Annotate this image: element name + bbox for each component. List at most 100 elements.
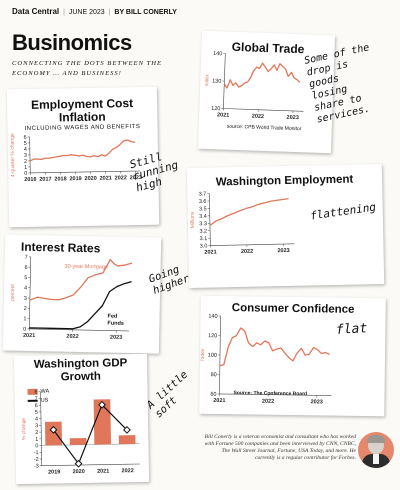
y-tick-label: 60 xyxy=(210,392,216,398)
series-line xyxy=(29,281,132,330)
page-title: Businomics xyxy=(12,30,132,55)
x-tick-label: 2018 xyxy=(54,176,66,182)
y-tick-label: 140 xyxy=(213,51,222,57)
y-tick-label: 3.2 xyxy=(199,229,207,235)
y-axis-label: % change xyxy=(21,418,27,441)
y-tick-label: 100 xyxy=(208,353,217,359)
x-tick-label: 2022 xyxy=(262,399,274,405)
x-tick-label: 2021 xyxy=(100,176,112,182)
x-tick-label: 2020 xyxy=(84,176,96,182)
y-tick-label: 0 xyxy=(23,327,26,333)
consumer-confidence-card: Consumer Confidence Source: The Conferen… xyxy=(199,295,386,417)
note-wa-gdp: A little soft xyxy=(144,368,191,421)
y-axis xyxy=(209,193,211,246)
data-point xyxy=(74,459,83,468)
brand-name: Data Central xyxy=(12,7,60,16)
y-tick-label: 0 xyxy=(35,443,38,449)
y-tick-label: 120 xyxy=(208,333,217,339)
x-tick-label: 2021 xyxy=(23,333,35,339)
y-tick-label: 120 xyxy=(211,106,220,112)
tagline: CONNECTING THE DOTS BETWEEN THE ECONOMY … xyxy=(12,60,163,77)
series-line xyxy=(209,197,289,227)
y-axis-label: Index xyxy=(204,74,210,87)
y-tick-label: 7 xyxy=(25,255,28,261)
y-axis-label: Millions xyxy=(190,211,196,228)
y-axis-label: 4-quarter % change xyxy=(10,133,17,177)
chart-plot: 120 130 140 Index 2021 2022 2023 xyxy=(204,51,304,121)
y-tick-label: 5 xyxy=(35,410,38,416)
y-axis xyxy=(40,391,43,466)
x-tick-label: 2019 xyxy=(48,469,60,475)
note-consumer-confidence: flat xyxy=(335,321,368,338)
chart-plot: 3.03.13.2 3.33.4 3.53.6 3.7 Millions 2021 2022… xyxy=(190,191,295,256)
x-tick-label: 2021 xyxy=(97,469,109,475)
x-tick-label: 2022 xyxy=(241,249,253,255)
y-tick-label: 6 xyxy=(24,135,27,141)
data-point xyxy=(98,400,106,409)
y-tick-label: 1 xyxy=(23,316,26,322)
x-tick-label: 2023 xyxy=(286,115,298,121)
y-tick-label: -3 xyxy=(34,464,39,470)
y-tick-label: -1 xyxy=(34,450,39,456)
avatar xyxy=(358,432,394,468)
y-tick-label: 3 xyxy=(35,423,38,429)
x-tick-label: 2023 xyxy=(311,399,323,405)
y-tick-label: 3 xyxy=(24,153,27,159)
y-tick-label: 130 xyxy=(212,78,221,84)
y-tick-label: 3.5 xyxy=(199,206,207,212)
y-tick-label: 1 xyxy=(35,437,38,443)
series-line xyxy=(29,139,136,162)
series-line xyxy=(219,327,330,367)
chart-plot: 60 80 100 120 140 Index 2021 2022 2023 xyxy=(200,314,332,405)
y-axis xyxy=(28,256,32,329)
x-tick-label: 2020 xyxy=(72,469,84,475)
y-tick-label: 1 xyxy=(24,165,27,171)
x-tick-label: 2022 xyxy=(115,175,127,181)
y-tick-label: 8 xyxy=(34,390,37,396)
x-tick-label: 2017 xyxy=(39,177,51,183)
series-line xyxy=(29,258,133,301)
chart-plot: 0 1 2 3 4 5 6 7 percent 2021 2022 2023 xyxy=(10,255,133,341)
x-axis xyxy=(210,243,295,246)
wa-gdp-card: Washington GDP Growth WA US -3 -2 -1 0 1 2 3 4 5… xyxy=(13,353,150,485)
y-tick-label: 3.4 xyxy=(199,214,207,220)
x-axis xyxy=(41,463,140,466)
issue-date: JUNE 2023 xyxy=(68,9,105,16)
x-tick-label: 2016 xyxy=(24,177,36,183)
data-point xyxy=(49,425,58,434)
y-tick-label: 3 xyxy=(24,296,27,302)
y-tick-label: -2 xyxy=(34,457,39,463)
y-tick-label: 5 xyxy=(24,141,27,147)
x-tick-label: 2021 xyxy=(204,249,216,255)
x-tick-label: 2021 xyxy=(213,398,225,404)
y-tick-label: 5 xyxy=(24,275,27,281)
x-axis xyxy=(29,328,130,332)
x-tick-label: 2023 xyxy=(110,335,122,341)
wa-employment-card: Washington Employment 3.0 3.1 3.2 3.3 3.4 3.5… xyxy=(186,163,385,289)
x-tick-label: 2022 xyxy=(66,334,78,340)
y-tick-label: 4 xyxy=(35,416,38,422)
y-tick-label: 7 xyxy=(35,396,38,402)
x-tick-label: 2022 xyxy=(252,114,264,120)
y-tick-label: 3.0 xyxy=(200,243,208,249)
author-bio: Bill Conerly is a veteran economist and … xyxy=(204,434,356,461)
series-line xyxy=(52,403,128,465)
y-axis-label: Index xyxy=(200,348,206,361)
global-trade-card: Global Trade source: CPB World Trade Mon… xyxy=(197,30,336,154)
byline: BY BILL CONERLY xyxy=(114,9,177,16)
bar xyxy=(69,438,87,446)
x-tick-label: 2023 xyxy=(130,175,142,181)
bar xyxy=(93,399,112,445)
data-point xyxy=(123,425,131,434)
x-tick-label: 2019 xyxy=(69,176,81,182)
x-tick-label: 2021 xyxy=(217,112,229,118)
x-tick-label: 2022 xyxy=(121,468,133,474)
zero-line xyxy=(41,443,140,446)
y-tick-label: 4 xyxy=(24,147,27,153)
y-tick-label: 2 xyxy=(35,430,38,436)
employment-cost-card: Employment Cost Inflation INCLUDING WAGE… xyxy=(6,86,160,228)
avatar-shirt xyxy=(373,454,379,464)
x-axis xyxy=(223,108,304,112)
